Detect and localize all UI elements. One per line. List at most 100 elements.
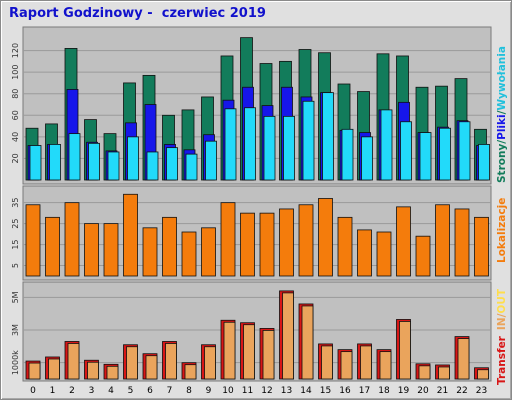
x-tick-label: 3 [89,386,95,396]
bar-lokalizacje [357,229,372,277]
bar-in-out [360,345,372,380]
bar-lokalizacje [103,223,119,277]
bar-wywolania [185,153,198,181]
bar-wywolania [107,151,120,181]
report-title: Raport Godzinowy - czerwiec 2019 [9,6,266,21]
legend-strony: Strony [496,144,508,183]
legend-pliki: Pliki [496,114,508,139]
bar-in-out [379,351,392,380]
bar-wywolania [419,132,432,181]
bar-wywolania [68,133,81,181]
x-tick-label: 9 [206,386,212,396]
bar-in-out [262,330,275,380]
x-tick-label: 19 [398,386,410,396]
bar-in-out [477,369,489,380]
plot-area [22,26,492,185]
y-tick-label: 35 [11,198,20,208]
x-tick-label: 1 [50,386,56,396]
bar-wywolania [146,151,159,181]
x-tick-label: 22 [456,386,467,396]
legend-sep-2: / [496,110,508,114]
legend-transfer-label: Transfer [496,335,508,385]
bar-lokalizacje [337,216,353,277]
x-tick-label: 0 [30,386,36,396]
bar-wywolania [88,142,100,181]
legend-in: IN [496,317,508,330]
bar-lokalizacje [298,204,314,277]
bar-lokalizacje [415,235,431,277]
bar-wywolania [49,144,61,181]
bar-in-out [399,321,411,380]
legend-out: OUT [496,288,508,313]
legend-wywolania: Wywołania [496,46,508,110]
y-tick-label: 80 [11,89,20,99]
plot-area [22,185,492,281]
bar-in-out [340,351,353,380]
bar-wywolania [166,147,178,181]
x-axis: 0 1 2 3 4 5 6 7 8 9 10 11 12 13 14 15 16 17 18 19 20 21 22 23 [30,386,487,396]
x-tick-label: 8 [186,386,192,396]
bar-lokalizacje [259,212,275,277]
bar-wywolania [322,92,334,181]
y-tick-label: 60 [11,110,20,120]
bar-in-out [184,364,197,380]
bar-lokalizacje [123,193,138,277]
x-tick-label: 11 [242,386,253,396]
bar-in-out [204,346,216,380]
bar-in-out [106,365,119,380]
bar-in-out [438,366,450,380]
x-tick-label: 18 [378,386,390,396]
y-tick-label: 15 [11,239,20,249]
bar-lokalizacje [454,208,470,277]
bar-in-out [126,346,138,380]
y-tick-label: 3M [11,324,20,336]
bar-in-out [165,343,177,380]
x-tick-label: 16 [339,386,351,396]
bar-lokalizacje [162,216,177,277]
bar-lokalizacje [45,216,60,277]
bar-lokalizacje [142,227,158,277]
bar-lokalizacje [240,212,255,277]
bar-lokalizacje [396,206,411,277]
bar-in-out [418,365,431,380]
bar-lokalizacje [220,202,236,277]
y-tick-label: 120 [11,43,20,58]
y-tick-label: 20 [11,153,20,163]
bar-in-out [28,362,41,380]
bar-in-out [48,358,60,380]
bar-wywolania [439,127,451,181]
bar-wywolania [302,100,315,181]
bar-wywolania [263,115,276,181]
legend-sep-1: / [496,140,508,144]
plot-area [22,281,492,382]
bar-in-out [282,292,294,380]
bar-wywolania [283,115,295,181]
y-tick-label: 40 [11,132,20,142]
bar-wywolania [361,136,373,181]
x-tick-label: 15 [320,386,331,396]
bar-wywolania [29,145,42,181]
bar-lokalizacje [318,198,333,277]
legend-sep-3: / [496,313,508,317]
bar-in-out [301,305,314,380]
x-tick-label: 4 [108,386,114,396]
bar-lokalizacje [201,227,216,277]
bar-wywolania [380,109,393,181]
x-tick-label: 23 [476,386,487,396]
bar-in-out [457,338,470,380]
bar-lokalizacje [64,202,80,277]
bar-lokalizacje [435,204,450,277]
x-tick-label: 10 [222,386,234,396]
x-tick-label: 5 [128,386,134,396]
bar-lokalizacje [376,231,392,277]
x-tick-label: 20 [417,386,429,396]
bar-in-out [321,345,333,380]
x-tick-label: 7 [167,386,173,396]
x-tick-label: 13 [281,386,292,396]
y-tick-label: 5 [11,263,20,268]
bar-wywolania [205,140,217,181]
bar-in-out [223,321,236,380]
bar-wywolania [341,128,354,181]
